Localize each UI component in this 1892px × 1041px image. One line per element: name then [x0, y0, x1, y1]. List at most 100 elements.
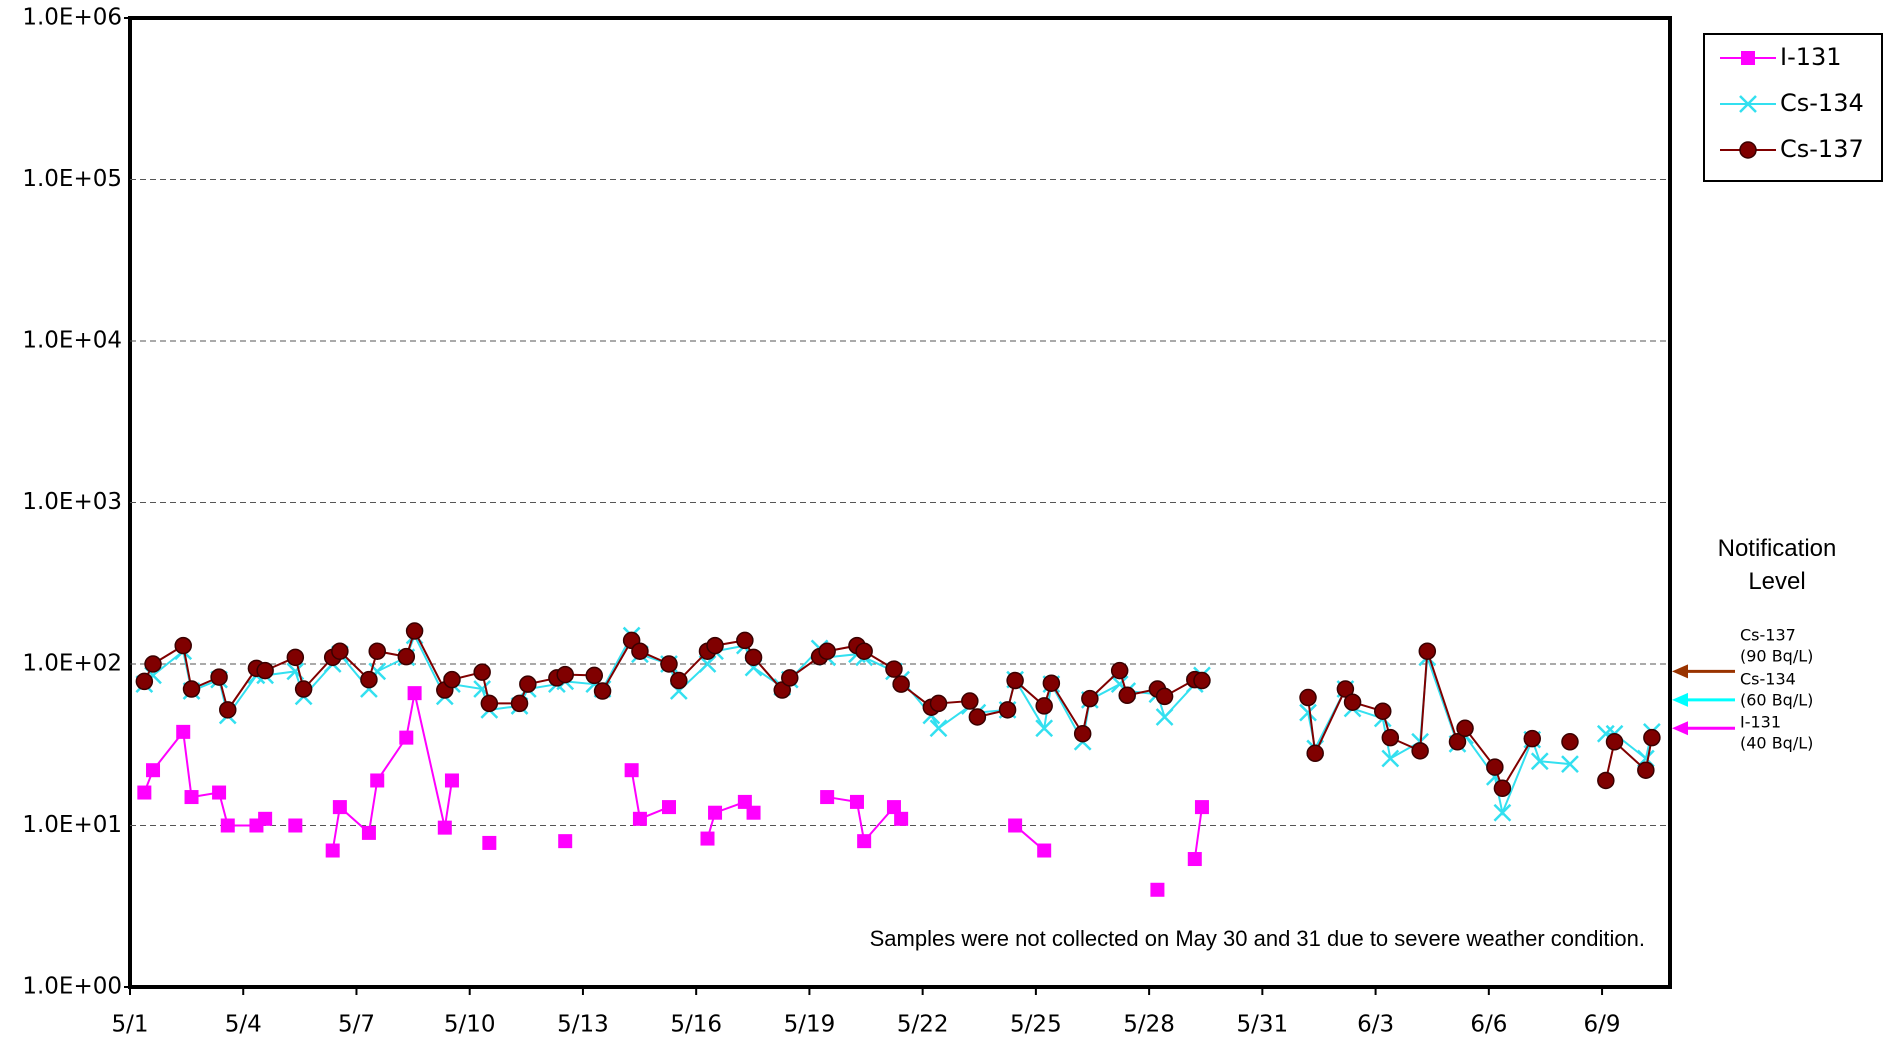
data-point	[708, 805, 723, 820]
x-tick-label: 5/7	[338, 1012, 375, 1038]
data-point	[855, 642, 873, 660]
x-tick-label: 5/22	[897, 1012, 949, 1038]
notification-name: Cs-134	[1740, 670, 1796, 689]
data-point	[137, 785, 152, 800]
data-point	[482, 835, 497, 850]
data-point	[632, 811, 647, 826]
legend-marker	[1739, 141, 1757, 159]
data-point	[1637, 761, 1655, 779]
legend-label: Cs-137	[1780, 135, 1864, 163]
notification-arrowhead	[1672, 692, 1688, 707]
data-point	[857, 834, 872, 849]
note: Samples were not collected on May 30 and…	[870, 926, 1645, 951]
notification-name: Cs-137	[1740, 626, 1796, 645]
data-point	[1150, 882, 1165, 897]
data-point	[1042, 674, 1061, 692]
data-point	[1486, 758, 1504, 776]
data-point	[706, 636, 724, 655]
data-point	[585, 666, 604, 685]
data-point	[473, 663, 491, 681]
data-point	[360, 670, 378, 689]
legend-label: Cs-134	[1780, 89, 1864, 117]
data-point	[1448, 733, 1467, 751]
data-point	[660, 655, 678, 673]
data-point	[929, 694, 948, 713]
data-point	[998, 701, 1017, 719]
data-point	[1155, 687, 1174, 706]
notification-label: (90 Bq/L)	[1740, 647, 1813, 666]
data-point	[929, 719, 948, 738]
data-point	[744, 648, 763, 667]
data-point	[624, 763, 639, 778]
data-point	[1493, 803, 1512, 822]
data-point	[174, 636, 192, 655]
x-tick-label: 6/6	[1470, 1012, 1507, 1038]
data-point	[700, 831, 715, 846]
data-point	[437, 820, 452, 835]
data-point	[370, 773, 385, 788]
data-point	[443, 670, 461, 689]
data-point	[405, 622, 424, 640]
notification-name: I-131	[1740, 713, 1781, 732]
x-tick-label: 5/4	[225, 1012, 262, 1038]
data-point	[135, 672, 154, 691]
data-point	[1037, 843, 1052, 858]
data-point	[737, 794, 752, 809]
data-point	[886, 800, 901, 815]
x-tick-label: 5/28	[1123, 1012, 1175, 1038]
data-point	[1110, 661, 1129, 680]
data-point	[961, 692, 979, 710]
data-point	[332, 800, 347, 815]
data-point	[258, 811, 273, 826]
data-point	[1456, 719, 1474, 738]
data-point	[1493, 779, 1512, 798]
data-point	[1299, 688, 1317, 707]
data-point	[1006, 671, 1024, 690]
data-point	[397, 647, 416, 666]
data-point	[820, 790, 835, 805]
data-point	[1561, 733, 1579, 751]
data-point	[325, 843, 340, 858]
data-point	[1155, 708, 1174, 726]
data-point	[1194, 800, 1209, 815]
data-point	[1073, 724, 1092, 743]
data-point	[894, 811, 909, 826]
data-point	[210, 668, 228, 686]
data-point	[746, 805, 761, 820]
y-tick-label: 1.0E+00	[22, 974, 122, 1000]
data-point	[781, 669, 799, 687]
x-tick-label: 5/25	[1010, 1012, 1062, 1038]
data-point	[1118, 686, 1136, 705]
data-point	[220, 818, 235, 833]
data-point	[1643, 728, 1661, 747]
data-point	[1081, 689, 1099, 708]
data-point	[1035, 719, 1054, 738]
data-point	[849, 794, 864, 809]
data-point	[1530, 752, 1549, 771]
data-point	[1193, 671, 1211, 690]
data-point	[256, 661, 274, 680]
x-tick-label: 6/3	[1357, 1012, 1394, 1038]
y-tick-label: 1.0E+06	[22, 5, 122, 31]
data-point	[407, 686, 422, 701]
data-point	[1336, 680, 1355, 698]
data-point	[294, 680, 313, 698]
data-point	[1561, 755, 1579, 773]
data-point	[368, 642, 386, 660]
data-point	[593, 682, 612, 700]
data-point	[818, 642, 836, 660]
x-tick-label: 5/1	[111, 1012, 148, 1038]
data-point	[1299, 703, 1317, 722]
data-point	[361, 825, 376, 840]
y-tick-label: 1.0E+01	[22, 812, 122, 838]
y-tick-label: 1.0E+02	[22, 651, 122, 677]
data-point	[885, 660, 903, 678]
notification-title: Notification Level	[1717, 535, 1837, 595]
data-point	[1411, 742, 1429, 760]
legend-marker	[1741, 51, 1755, 65]
data-point	[736, 631, 754, 650]
data-point	[444, 773, 459, 788]
data-point	[1306, 744, 1324, 763]
data-point	[558, 834, 573, 849]
